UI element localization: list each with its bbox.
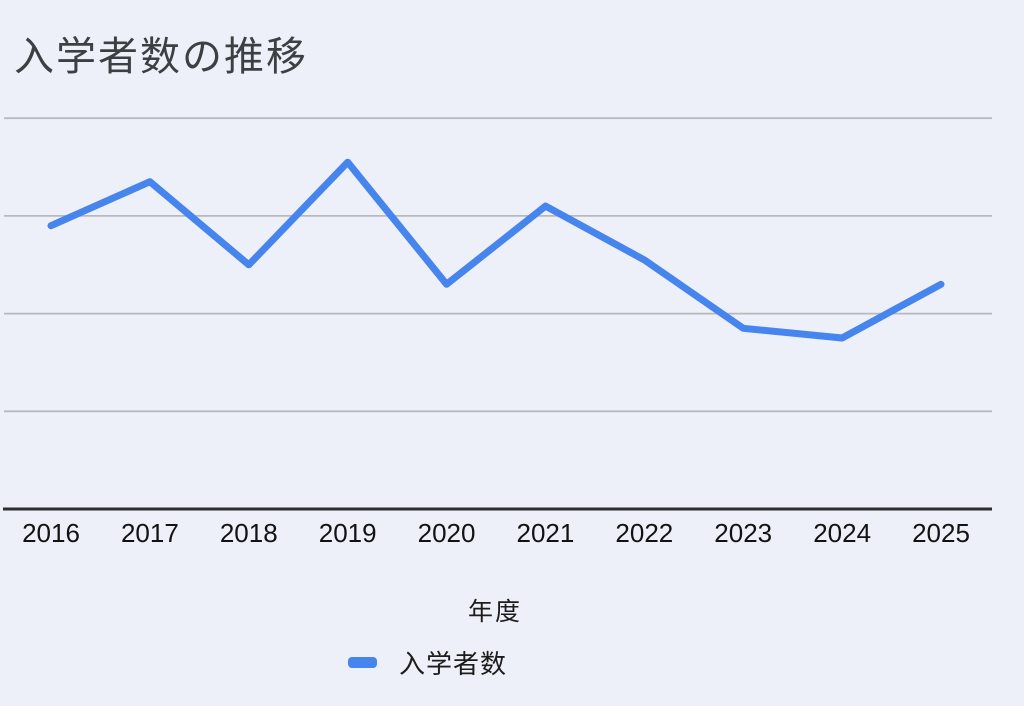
x-axis-tick-label: 2020 [417,518,476,548]
x-axis-title: 年度 [467,598,523,626]
legend-label: 入学者数 [399,648,508,679]
x-axis-tick-label: 2022 [615,518,674,548]
series-line-enrollment [47,158,945,342]
x-axis-tick-label: 2024 [813,518,872,548]
x-axis-tick-label: 2023 [714,518,773,548]
x-axis-tick-label: 2021 [516,518,575,548]
x-axis-tick-label: 2019 [318,518,377,548]
plot-area [3,117,992,511]
x-axis-tick-label: 2018 [219,518,278,548]
chart-title: 入学者数の推移 [14,35,308,79]
x-axis-tick-label: 2017 [120,518,179,548]
legend: 入学者数 [348,644,507,680]
x-axis-tick-labels: 2016 2017 2018 2019 2020 2021 2022 2023 2024 2025 [0,518,1024,550]
x-axis-tick-label: 2025 [912,518,970,548]
x-axis-tick-label: 2016 [22,518,80,548]
legend-line-swatch [348,656,377,668]
